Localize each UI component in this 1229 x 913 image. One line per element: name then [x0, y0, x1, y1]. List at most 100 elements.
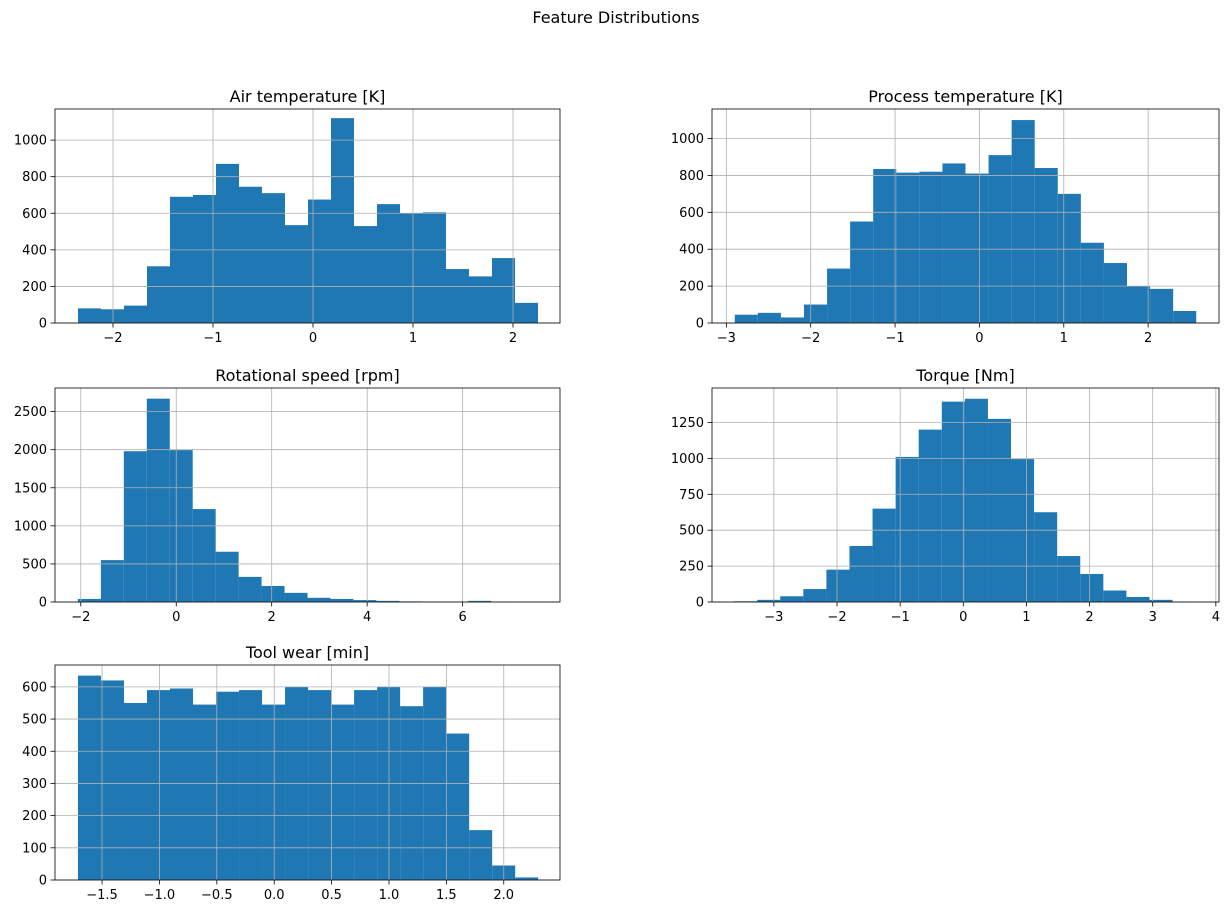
histogram-bar — [193, 704, 217, 880]
histogram-bar — [1057, 556, 1081, 602]
histogram-bar — [896, 172, 920, 323]
x-tick-label: 1.0 — [379, 888, 400, 903]
y-tick-label: 0 — [39, 874, 47, 889]
histogram-bar — [308, 690, 332, 880]
subplot-air-temperature: −2 −1 0 1 2 0 200 400 600 800 1000 Air temperature … — [14, 87, 561, 346]
x-tick-label: 2 — [1085, 610, 1093, 625]
axes-frame — [54, 108, 561, 324]
histogram-bar — [826, 569, 850, 602]
y-tick-label: 200 — [679, 280, 704, 295]
axes-frame — [711, 387, 1220, 603]
y-tick-label: 500 — [22, 713, 47, 728]
y-tick-label: 0 — [696, 596, 704, 611]
grid — [55, 109, 560, 324]
histogram-bar — [261, 586, 285, 602]
histogram-bar — [354, 226, 377, 323]
axes-frame — [54, 387, 561, 603]
y-tick-label: 200 — [22, 280, 47, 295]
histogram-bar — [780, 317, 804, 323]
axes-frame — [54, 664, 561, 881]
x-tick-label: 0 — [172, 610, 180, 625]
x-tick-label: 2 — [268, 610, 276, 625]
y-tick-label: 1000 — [14, 134, 47, 149]
histogram-bar — [146, 690, 170, 880]
histogram-bar — [193, 194, 216, 323]
histogram-bar — [400, 213, 423, 323]
y-tick-label: 750 — [679, 488, 704, 503]
y-tick-label: 250 — [679, 560, 704, 575]
y-tick-label: 600 — [22, 207, 47, 222]
histogram-bar — [942, 163, 966, 323]
histogram-bar — [1173, 311, 1197, 323]
x-tick-label: −2 — [71, 610, 90, 625]
histogram-bars — [78, 118, 538, 324]
histogram-bar — [1080, 242, 1104, 323]
x-tick-label: 0 — [309, 331, 317, 346]
histogram-bar — [1103, 263, 1127, 323]
x-tick-label: 6 — [458, 610, 466, 625]
y-tick-label: 0 — [696, 317, 704, 332]
axes-frame — [711, 108, 1220, 324]
histogram-bar — [284, 592, 308, 602]
y-tick-label: 200 — [22, 809, 47, 824]
histogram-bar — [262, 193, 285, 323]
y-tick-label: 500 — [679, 524, 704, 539]
x-tick-label: 3 — [1149, 610, 1157, 625]
histogram-bar — [827, 268, 851, 323]
histogram-bar — [1080, 573, 1104, 602]
histogram-bar — [330, 598, 354, 602]
y-tick-label: 2500 — [14, 405, 47, 420]
x-tick-label: 2 — [1144, 331, 1152, 346]
subplot-title: Torque [Nm] — [915, 366, 1014, 385]
figure-suptitle: Feature Distributions — [532, 8, 699, 27]
x-tick-label: −2 — [801, 331, 820, 346]
histogram-bar — [262, 704, 286, 880]
histogram-bar — [215, 551, 239, 602]
histogram-bar — [446, 269, 469, 323]
histogram-bar — [469, 830, 493, 880]
grid — [55, 388, 560, 603]
histogram-bar — [1149, 599, 1173, 602]
histogram-bar — [873, 168, 897, 323]
histogram-bar — [307, 597, 331, 602]
histogram-bar — [216, 163, 239, 323]
x-tick-label: −1 — [891, 610, 910, 625]
histogram-bar — [895, 456, 919, 602]
x-tick-label: 1 — [1060, 331, 1068, 346]
histogram-bar — [239, 186, 262, 323]
histogram-bar — [803, 304, 828, 323]
histogram-bar — [446, 733, 470, 880]
histogram-bar — [238, 576, 262, 602]
y-tick-label: 500 — [22, 557, 47, 572]
x-tick-label: −3 — [764, 610, 783, 625]
histogram-bar — [78, 308, 101, 323]
y-tick-label: 0 — [39, 596, 47, 611]
histogram-bar — [331, 118, 354, 324]
x-tick-label: −1.0 — [144, 888, 176, 903]
histogram-bar — [331, 704, 355, 880]
y-tick-label: 2000 — [14, 443, 47, 458]
x-tick-label: −1 — [885, 331, 904, 346]
histogram-bar — [400, 706, 424, 880]
histogram-bar — [308, 199, 331, 323]
x-tick-label: 4 — [1212, 610, 1220, 625]
histogram-bar — [77, 598, 101, 602]
histogram-bar — [239, 690, 263, 880]
histogram-bar — [216, 691, 240, 880]
histogram-bar — [170, 688, 194, 880]
histogram-bar — [918, 429, 942, 602]
histogram-bar — [123, 702, 147, 880]
histogram-bar — [469, 276, 492, 323]
histogram-bar — [492, 258, 515, 323]
x-tick-label: −1.5 — [86, 888, 118, 903]
histogram-bar — [100, 560, 124, 602]
histogram-bar — [146, 398, 170, 602]
grid — [55, 665, 560, 881]
histogram-bar — [377, 204, 400, 323]
y-tick-label: 1250 — [671, 416, 704, 431]
histogram-bar — [872, 508, 896, 602]
histogram-bar — [101, 309, 124, 323]
histogram-bar — [123, 451, 147, 602]
x-tick-label: 4 — [363, 610, 371, 625]
x-tick-label: −1 — [203, 331, 222, 346]
